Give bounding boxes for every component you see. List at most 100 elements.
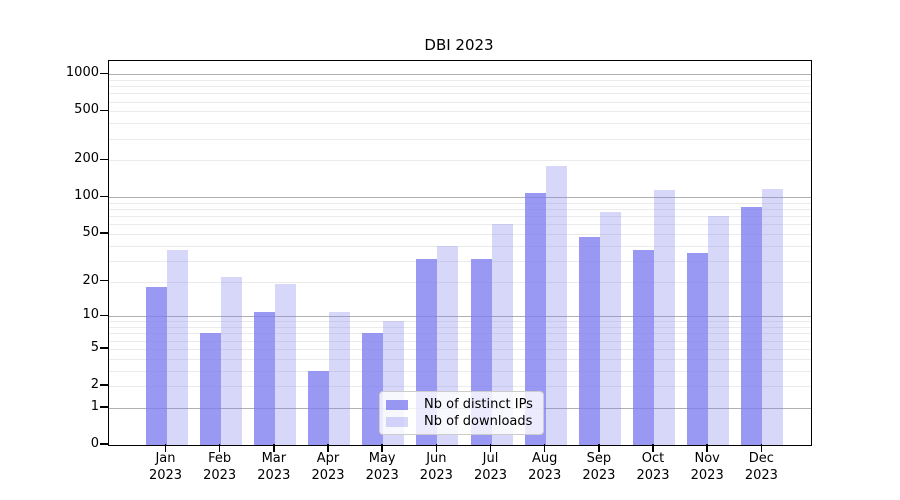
gridline-minor bbox=[109, 160, 811, 162]
y-tick-label: 50 bbox=[82, 225, 99, 241]
y-tick-mark bbox=[100, 232, 108, 234]
bar-downloads bbox=[708, 216, 730, 445]
gridline-minor bbox=[109, 348, 811, 350]
legend-swatch-downloads bbox=[386, 416, 408, 427]
x-tick-label: Feb 2023 bbox=[203, 451, 237, 483]
legend-swatch-distinct-ips bbox=[386, 399, 408, 410]
gridline-minor bbox=[109, 209, 811, 211]
legend-item-downloads: Nb of downloads bbox=[386, 413, 543, 430]
x-tick-mark bbox=[273, 444, 275, 452]
bar-distinct-ips bbox=[308, 370, 329, 445]
gridline-minor bbox=[109, 79, 811, 81]
y-tick-mark bbox=[100, 279, 108, 282]
gridline-minor bbox=[109, 333, 811, 335]
gridline-minor bbox=[109, 202, 811, 204]
x-tick-label: Jul 2023 bbox=[473, 451, 508, 483]
y-tick-mark bbox=[100, 109, 108, 112]
x-tick-label: Dec 2023 bbox=[744, 451, 778, 483]
y-tick-label: 1 bbox=[90, 398, 99, 414]
x-tick-mark bbox=[164, 444, 167, 452]
y-tick-mark bbox=[100, 406, 108, 408]
x-tick-label: Jun 2023 bbox=[419, 451, 453, 483]
bar-downloads bbox=[491, 224, 513, 445]
gridline-minor bbox=[109, 224, 811, 226]
legend-label: Nb of downloads bbox=[424, 414, 533, 429]
bar-downloads bbox=[329, 311, 350, 445]
bar-downloads bbox=[220, 276, 242, 445]
gridline-minor bbox=[109, 93, 811, 95]
gridline-minor bbox=[109, 123, 811, 125]
y-tick-label: 500 bbox=[74, 102, 99, 118]
y-tick-label: 200 bbox=[74, 151, 99, 167]
x-tick-label: Mar 2023 bbox=[257, 451, 291, 483]
y-tick-label: 20 bbox=[82, 272, 99, 288]
bar-downloads bbox=[545, 166, 567, 445]
bar-distinct-ips bbox=[741, 207, 763, 445]
bar-distinct-ips bbox=[199, 333, 221, 445]
chart-title: DBI 2023 bbox=[424, 36, 494, 54]
x-tick-mark bbox=[381, 444, 383, 452]
plot-area bbox=[108, 60, 812, 446]
y-tick-label: 100 bbox=[74, 188, 99, 204]
x-tick-label: Aug 2023 bbox=[528, 451, 562, 483]
y-tick-label: 5 bbox=[90, 339, 99, 355]
gridline-minor bbox=[109, 358, 811, 360]
bar-distinct-ips bbox=[524, 193, 546, 445]
x-tick-mark bbox=[327, 444, 329, 452]
x-tick-label: Nov 2023 bbox=[690, 451, 724, 483]
x-tick-mark bbox=[489, 444, 492, 452]
y-tick-mark bbox=[100, 72, 108, 75]
x-tick-label: Oct 2023 bbox=[636, 451, 670, 483]
gridline-minor bbox=[109, 340, 811, 342]
bar-downloads bbox=[599, 211, 621, 445]
x-tick-mark bbox=[218, 444, 221, 452]
gridline-major bbox=[109, 74, 811, 76]
x-tick-mark bbox=[652, 444, 654, 452]
gridline-minor bbox=[109, 321, 811, 323]
gridline-minor bbox=[109, 327, 811, 329]
x-tick-mark bbox=[760, 444, 763, 452]
gridline-major bbox=[109, 316, 811, 318]
y-tick-label: 2 bbox=[90, 377, 99, 393]
gridline-minor bbox=[109, 111, 811, 113]
bar-distinct-ips bbox=[687, 252, 709, 445]
legend: Nb of distinct IPs Nb of downloads bbox=[379, 391, 544, 435]
y-tick-label: 10 bbox=[82, 307, 99, 323]
gridline-minor bbox=[109, 86, 811, 88]
x-tick-mark bbox=[706, 444, 708, 452]
gridline-major bbox=[109, 197, 811, 199]
x-tick-label: May 2023 bbox=[365, 451, 399, 483]
gridline-minor bbox=[109, 138, 811, 140]
bar-distinct-ips bbox=[145, 287, 167, 445]
gridline-minor bbox=[109, 234, 811, 236]
y-tick-mark bbox=[100, 158, 108, 161]
x-tick-mark bbox=[598, 444, 600, 452]
bar-downloads bbox=[166, 249, 188, 445]
bar-downloads bbox=[762, 188, 784, 445]
gridline-minor bbox=[109, 281, 811, 283]
gridline-minor bbox=[109, 260, 811, 262]
y-tick-mark bbox=[100, 384, 108, 386]
y-tick-mark bbox=[100, 347, 108, 349]
x-tick-label: Sep 2023 bbox=[582, 451, 616, 483]
y-tick-mark bbox=[100, 443, 108, 445]
bar-distinct-ips bbox=[578, 237, 600, 445]
bar-distinct-ips bbox=[253, 311, 275, 445]
gridline-minor bbox=[109, 386, 811, 388]
bar-downloads bbox=[654, 189, 676, 445]
gridline-minor bbox=[109, 245, 811, 247]
gridline-minor bbox=[109, 216, 811, 218]
bar-distinct-ips bbox=[362, 333, 384, 445]
y-tick-label: 0 bbox=[90, 436, 99, 451]
y-tick-label: 1000 bbox=[65, 65, 99, 81]
x-tick-label: Jan 2023 bbox=[148, 451, 183, 483]
bar-distinct-ips bbox=[633, 249, 655, 445]
y-tick-mark bbox=[100, 314, 108, 317]
x-tick-mark bbox=[543, 444, 546, 452]
x-tick-label: Apr 2023 bbox=[311, 451, 345, 483]
y-tick-mark bbox=[100, 195, 108, 198]
legend-item-distinct-ips: Nb of distinct IPs bbox=[386, 396, 543, 413]
gridline-minor bbox=[109, 101, 811, 103]
gridline-minor bbox=[109, 370, 811, 372]
